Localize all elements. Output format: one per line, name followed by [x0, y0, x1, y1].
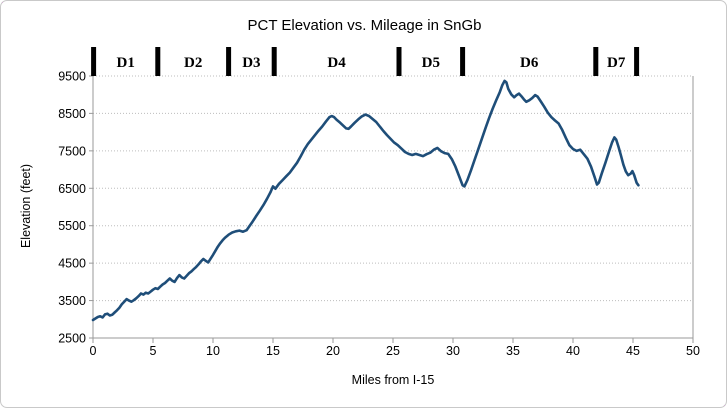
- x-axis-title: Miles from I-15: [351, 373, 435, 387]
- x-tick-label: 20: [326, 344, 340, 358]
- day-boundary-bar: [593, 47, 599, 76]
- day-boundary-bar: [226, 47, 232, 76]
- day-label: D4: [327, 55, 346, 71]
- day-boundary-bar: [91, 47, 97, 76]
- day-label: D1: [117, 55, 135, 71]
- y-tick-label: 4500: [58, 257, 86, 271]
- y-tick-label: 9500: [58, 70, 86, 84]
- day-label: D6: [520, 55, 539, 71]
- y-tick-label: 3500: [58, 294, 86, 308]
- y-tick-label: 6500: [58, 182, 86, 196]
- y-tick-label: 2500: [58, 332, 86, 346]
- day-label: D2: [184, 55, 202, 71]
- x-tick-label: 45: [626, 344, 640, 358]
- y-tick-label: 7500: [58, 144, 86, 158]
- chart-title: PCT Elevation vs. Mileage in SnGb: [247, 17, 482, 34]
- x-tick-label: 25: [386, 344, 400, 358]
- day-label: D5: [422, 55, 440, 71]
- x-tick-label: 5: [150, 344, 157, 358]
- day-boundary-bar: [271, 47, 277, 76]
- x-tick-label: 30: [446, 344, 460, 358]
- x-tick-label: 35: [506, 344, 520, 358]
- day-boundary-bar: [396, 47, 402, 76]
- corner-artifact-dot: [724, 405, 726, 407]
- corner-artifact-dot: [1, 1, 3, 3]
- day-label: D7: [607, 55, 626, 71]
- elevation-line: [91, 79, 640, 322]
- x-tick-label: 50: [686, 344, 700, 358]
- x-tick-label: 40: [566, 344, 580, 358]
- x-tick-label: 0: [90, 344, 97, 358]
- day-boundary-bar: [155, 47, 161, 76]
- y-tick-label: 5500: [58, 219, 86, 233]
- day-label: D3: [242, 55, 260, 71]
- day-boundary-bar: [634, 47, 640, 76]
- y-tick-label: 8500: [58, 107, 86, 121]
- x-tick-label: 15: [266, 344, 280, 358]
- x-tick-label: 10: [206, 344, 220, 358]
- day-boundary-bar: [460, 47, 466, 76]
